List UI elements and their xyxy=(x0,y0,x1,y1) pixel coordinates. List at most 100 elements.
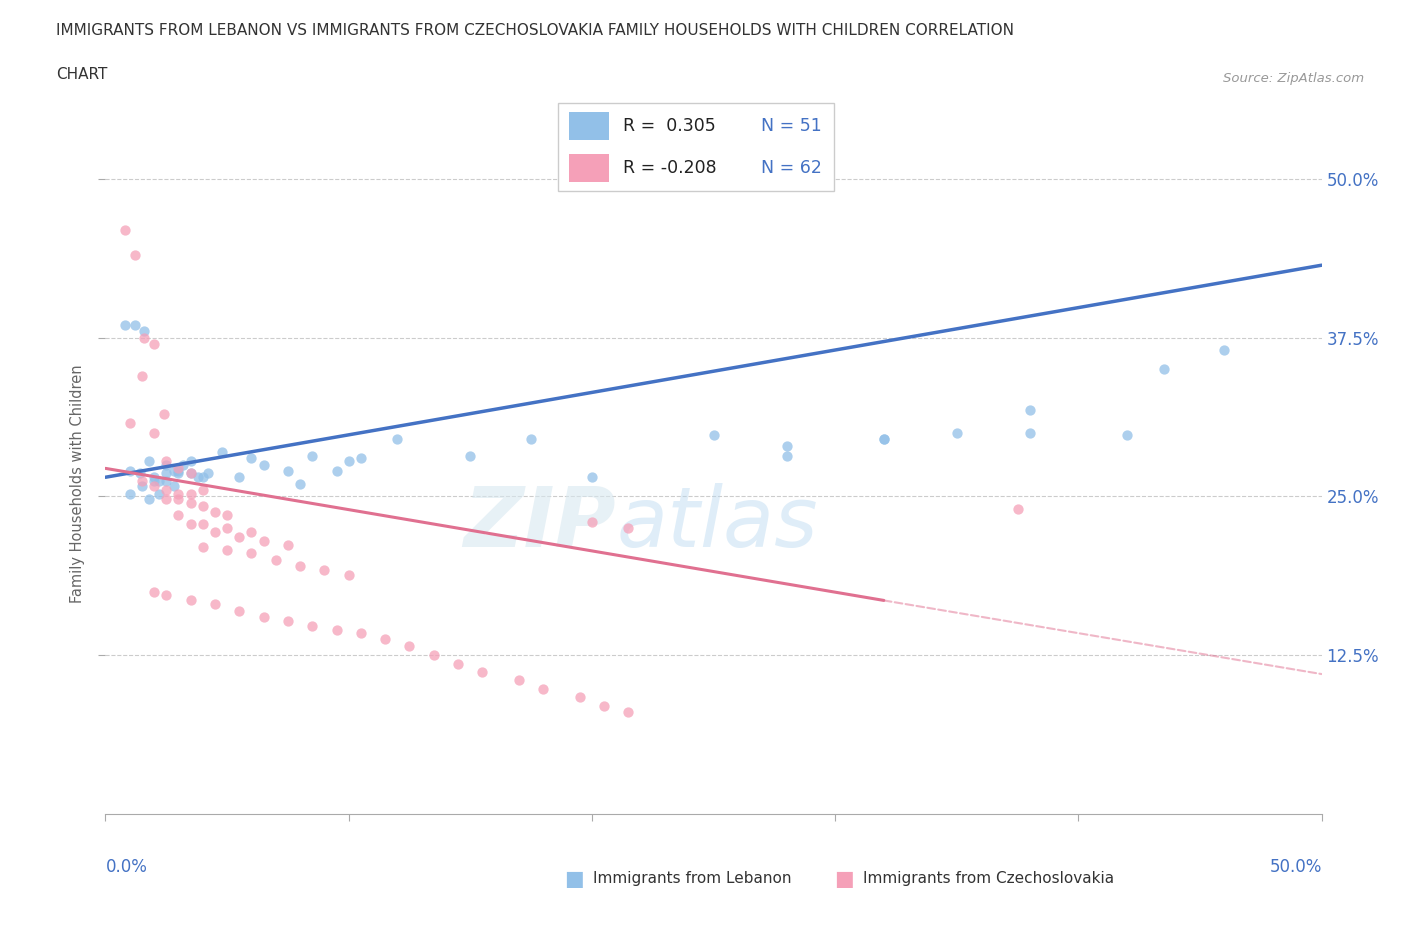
Bar xyxy=(569,154,609,181)
Point xyxy=(167,463,190,478)
Point xyxy=(204,597,226,612)
Point xyxy=(167,486,190,501)
Point xyxy=(508,673,530,688)
Point xyxy=(134,324,156,339)
Point xyxy=(240,546,263,561)
Point xyxy=(118,463,141,478)
Point xyxy=(180,593,202,608)
Text: ZIP: ZIP xyxy=(464,483,616,564)
Point xyxy=(155,458,177,472)
Point xyxy=(471,664,494,679)
Point xyxy=(217,521,239,536)
Point xyxy=(458,448,481,463)
Point xyxy=(337,453,360,468)
Point xyxy=(337,567,360,582)
Point xyxy=(240,451,263,466)
Point xyxy=(167,491,190,506)
Point xyxy=(350,626,373,641)
Point xyxy=(204,504,226,519)
Point xyxy=(1116,428,1139,443)
Point xyxy=(301,618,323,633)
Point xyxy=(277,463,299,478)
Point xyxy=(374,631,396,646)
Point xyxy=(187,470,209,485)
Point xyxy=(204,525,226,539)
Point xyxy=(180,517,202,532)
Point xyxy=(191,499,214,514)
Point xyxy=(131,479,153,494)
Point xyxy=(180,453,202,468)
Point xyxy=(143,584,166,599)
Point xyxy=(191,470,214,485)
Text: Immigrants from Lebanon: Immigrants from Lebanon xyxy=(593,871,792,886)
Point xyxy=(775,438,797,453)
Point xyxy=(155,483,177,498)
Text: 50.0%: 50.0% xyxy=(1270,858,1322,876)
Point xyxy=(217,508,239,523)
Point xyxy=(240,525,263,539)
Point xyxy=(191,539,214,554)
Point xyxy=(143,425,166,440)
Point xyxy=(1153,362,1175,377)
Point xyxy=(288,559,311,574)
Point xyxy=(217,542,239,557)
FancyBboxPatch shape xyxy=(558,103,834,191)
Point xyxy=(398,639,420,654)
Point xyxy=(581,514,603,529)
Point xyxy=(172,458,194,472)
Point xyxy=(143,473,166,488)
Point xyxy=(155,588,177,603)
Point xyxy=(134,330,156,345)
Point xyxy=(124,247,146,262)
Point xyxy=(264,552,287,567)
Point xyxy=(568,689,591,704)
Point xyxy=(1213,343,1236,358)
Point xyxy=(350,451,373,466)
Point xyxy=(191,517,214,532)
Point xyxy=(228,529,250,544)
Point xyxy=(155,466,177,481)
Point xyxy=(148,486,170,501)
Point xyxy=(945,425,967,440)
Point xyxy=(617,521,640,536)
Point xyxy=(143,470,166,485)
Text: Source: ZipAtlas.com: Source: ZipAtlas.com xyxy=(1223,72,1364,85)
Point xyxy=(228,604,250,618)
Point xyxy=(167,508,190,523)
Point xyxy=(288,476,311,491)
Point xyxy=(153,406,176,421)
Point xyxy=(143,479,166,494)
Point xyxy=(314,563,336,578)
Text: IMMIGRANTS FROM LEBANON VS IMMIGRANTS FROM CZECHOSLOVAKIA FAMILY HOUSEHOLDS WITH: IMMIGRANTS FROM LEBANON VS IMMIGRANTS FR… xyxy=(56,23,1014,38)
Point xyxy=(148,473,170,488)
Point xyxy=(1018,403,1040,418)
Bar xyxy=(569,113,609,140)
Point xyxy=(252,609,274,624)
Text: ■: ■ xyxy=(564,869,583,889)
Point xyxy=(702,428,725,443)
Point xyxy=(143,337,166,352)
Point xyxy=(520,432,543,446)
Point xyxy=(617,705,640,720)
Point xyxy=(423,647,446,662)
Point xyxy=(228,470,250,485)
Y-axis label: Family Households with Children: Family Households with Children xyxy=(70,365,86,603)
Point xyxy=(180,466,202,481)
Point xyxy=(191,483,214,498)
Point xyxy=(1018,425,1040,440)
Point xyxy=(277,538,299,552)
Point xyxy=(124,317,146,332)
Point xyxy=(581,470,603,485)
Point xyxy=(155,473,177,488)
Point xyxy=(197,466,219,481)
Point xyxy=(531,682,554,697)
Point xyxy=(114,222,136,237)
Point xyxy=(325,463,347,478)
Text: Immigrants from Czechoslovakia: Immigrants from Czechoslovakia xyxy=(863,871,1115,886)
Point xyxy=(155,491,177,506)
Point xyxy=(118,415,141,430)
Text: R =  0.305: R = 0.305 xyxy=(623,117,716,135)
Point xyxy=(138,491,160,506)
Point xyxy=(155,453,177,468)
Point xyxy=(873,432,896,446)
